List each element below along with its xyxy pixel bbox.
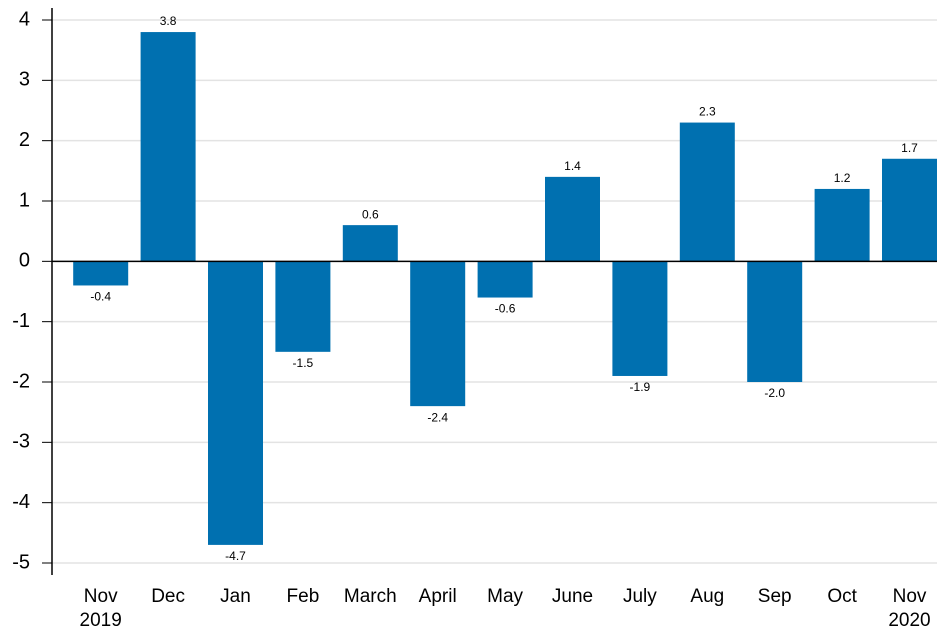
x-tick-label: July (622, 586, 657, 607)
value-label: -4.7 (225, 549, 246, 563)
y-tick-label: 3 (19, 69, 30, 91)
value-label: -1.5 (293, 356, 314, 370)
x-tick-label: March (343, 586, 397, 607)
value-label: 3.8 (160, 14, 177, 28)
x-tick-label: Oct (827, 586, 857, 607)
y-tick-label: 1 (19, 189, 30, 211)
x-tick-label: Sep (757, 586, 792, 607)
x-tick-label: Nov 2020 (888, 586, 931, 631)
bar (477, 261, 533, 298)
x-tick-label: April (418, 586, 457, 607)
value-label: -0.6 (495, 302, 516, 316)
y-tick-label: -5 (12, 551, 30, 573)
bar (73, 261, 129, 286)
y-tick-label: 0 (19, 250, 30, 272)
bar (342, 225, 398, 262)
x-tick-label: Nov 2019 (79, 586, 122, 631)
y-tick-label: -4 (12, 491, 30, 513)
bar (747, 261, 803, 382)
value-label: 1.4 (564, 159, 581, 173)
y-tick-label: -1 (12, 310, 30, 332)
x-tick-label: May (487, 586, 524, 607)
bar (882, 158, 937, 262)
value-label: 2.3 (699, 105, 716, 119)
x-tick-label: Aug (690, 586, 725, 607)
x-tick-label: Jan (220, 586, 251, 607)
bar (545, 176, 600, 262)
x-tick-label: June (551, 586, 594, 607)
bar (208, 261, 263, 545)
value-label: 1.7 (901, 141, 918, 155)
value-label: -2.4 (427, 410, 448, 424)
bar (814, 188, 870, 262)
bar (140, 32, 196, 262)
value-label: -0.4 (90, 290, 111, 304)
bar (275, 261, 331, 352)
x-tick-label: Dec (151, 586, 185, 607)
bar (612, 261, 668, 376)
value-label: 0.6 (362, 207, 379, 221)
bar (410, 261, 466, 407)
y-tick-label: 2 (19, 129, 30, 151)
y-tick-label: -2 (12, 370, 30, 392)
value-label: -2.0 (764, 386, 785, 400)
value-label: -1.9 (630, 380, 651, 394)
bar (679, 122, 735, 262)
y-tick-label: 4 (19, 8, 30, 30)
value-label: 1.2 (834, 171, 851, 185)
x-tick-label: Feb (286, 586, 320, 607)
y-tick-label: -3 (12, 431, 30, 453)
